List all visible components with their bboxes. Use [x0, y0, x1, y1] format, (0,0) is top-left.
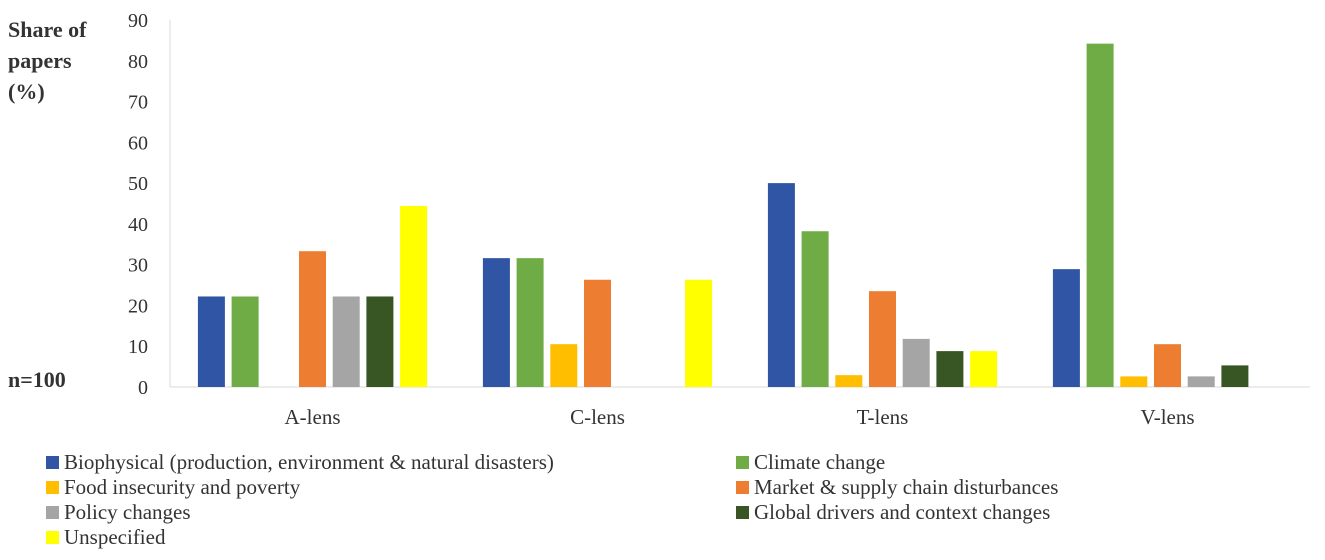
bar — [231, 296, 259, 387]
bar — [482, 258, 510, 387]
legend-label: Biophysical (production, environment & n… — [64, 450, 554, 474]
bar — [970, 351, 998, 387]
bar — [902, 338, 930, 387]
y-tick-label: 80 — [128, 51, 148, 73]
legend-swatch — [46, 506, 59, 519]
bar — [400, 205, 428, 387]
bar-chart: 0 10 20 30 40 50 60 70 80 90 A-lens C-lens T-lens V-l… — [128, 10, 1310, 429]
legend-entry: Biophysical (production, environment & n… — [46, 450, 554, 475]
x-tick-label: A-lens — [285, 405, 341, 429]
legend-entry: Climate change — [736, 450, 885, 475]
bar — [801, 231, 829, 387]
y-tick-label: 50 — [128, 173, 148, 195]
legend-swatch — [736, 506, 749, 519]
y-axis-label: Share of papers (%) — [8, 17, 87, 104]
bar — [1052, 269, 1080, 387]
legend-label: Climate change — [754, 450, 886, 474]
legend-label: Policy changes — [64, 500, 191, 524]
bar — [584, 279, 611, 387]
x-tick-label: V-lens — [1140, 405, 1194, 429]
bar — [767, 183, 795, 387]
legend-label: Global drivers and context changes — [754, 500, 1051, 524]
legend-swatch — [46, 531, 59, 544]
bar — [299, 251, 326, 387]
y-tick-label: 10 — [128, 336, 148, 358]
bar — [197, 296, 225, 387]
bar — [516, 258, 544, 387]
legend-label: Unspecified — [64, 525, 166, 549]
legend-swatch — [46, 481, 59, 494]
bar — [332, 296, 360, 387]
legend-swatch — [736, 481, 749, 494]
legend-entry: Food insecurity and poverty — [46, 475, 300, 500]
y-tick-label: 70 — [128, 92, 148, 114]
y-tick-label: 30 — [128, 255, 148, 277]
legend-entry: Global drivers and context changes — [736, 500, 1050, 525]
bar — [835, 375, 863, 387]
legend-swatch — [46, 456, 59, 469]
x-tick-label: C-lens — [570, 405, 625, 429]
y-tick-label: 40 — [128, 214, 148, 236]
bar — [936, 351, 964, 387]
bar — [1221, 365, 1249, 387]
bar — [1154, 344, 1181, 387]
legend-entry: Unspecified — [46, 525, 165, 550]
bar — [366, 296, 394, 387]
bar — [1120, 376, 1148, 387]
legend-entry: Policy changes — [46, 500, 191, 525]
legend-label: Market & supply chain disturbances — [754, 475, 1059, 499]
x-tick-label: T-lens — [857, 405, 909, 429]
bar — [1086, 43, 1114, 387]
bar — [1187, 376, 1215, 387]
legend-label: Food insecurity and poverty — [64, 475, 301, 499]
y-tick-label: 0 — [138, 377, 148, 399]
bar — [685, 279, 713, 387]
bar — [550, 344, 578, 387]
legend-swatch — [736, 456, 749, 469]
sample-size-note: n=100 — [8, 367, 66, 392]
y-tick-label: 90 — [128, 10, 148, 32]
y-tick-label: 20 — [128, 295, 148, 317]
bar — [869, 291, 896, 387]
y-tick-label: 60 — [128, 132, 148, 154]
legend-entry: Market & supply chain disturbances — [736, 475, 1058, 500]
